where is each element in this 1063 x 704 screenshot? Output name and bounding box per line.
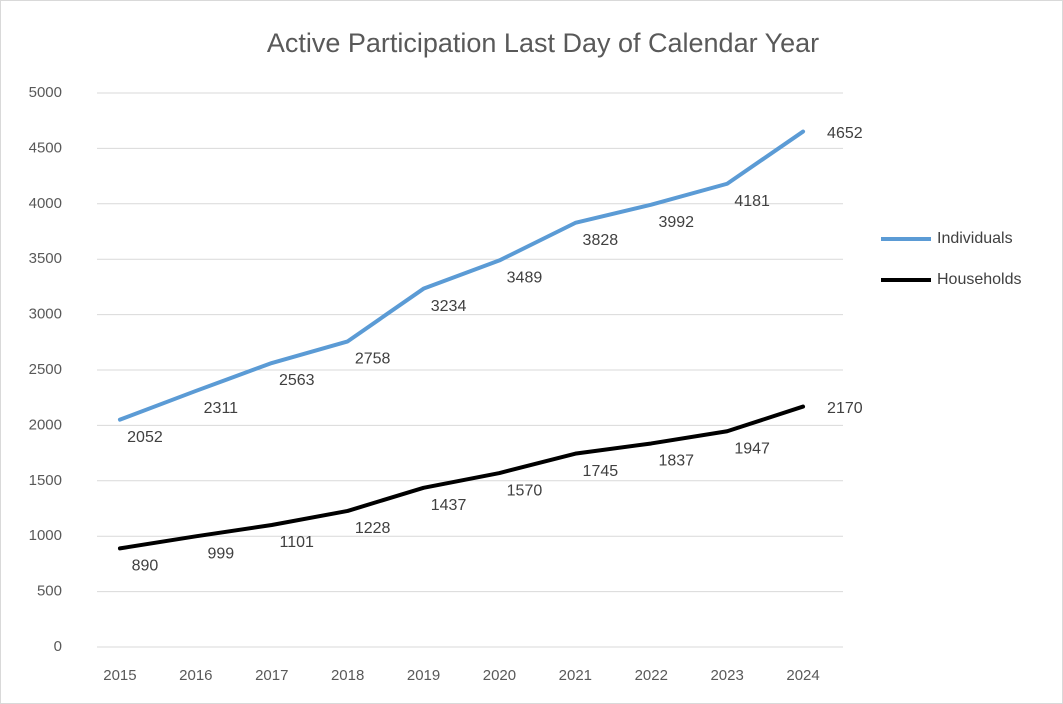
data-label: 2563 xyxy=(279,372,315,389)
x-tick-label: 2023 xyxy=(710,667,743,684)
x-tick-label: 2015 xyxy=(103,667,136,684)
y-tick-label: 1500 xyxy=(29,472,62,489)
x-tick-label: 2018 xyxy=(331,667,364,684)
y-tick-label: 3000 xyxy=(29,306,62,323)
y-tick-label: 4000 xyxy=(29,195,62,212)
chart-title: Active Participation Last Day of Calenda… xyxy=(267,28,819,58)
data-label: 4181 xyxy=(734,193,770,210)
data-label: 3234 xyxy=(431,298,467,315)
data-label: 1570 xyxy=(507,482,543,499)
data-label: 1228 xyxy=(355,520,391,537)
data-label: 1437 xyxy=(431,497,467,514)
y-tick-label: 0 xyxy=(54,638,62,655)
data-label: 4652 xyxy=(827,125,863,142)
data-label: 1745 xyxy=(583,463,619,480)
y-tick-label: 500 xyxy=(37,583,62,600)
data-label: 2758 xyxy=(355,351,391,368)
data-label: 3992 xyxy=(658,214,694,231)
x-tick-label: 2019 xyxy=(407,667,440,684)
data-label: 1101 xyxy=(280,534,315,551)
x-tick-label: 2022 xyxy=(635,667,668,684)
data-label: 2311 xyxy=(204,400,239,417)
legend-label: Households xyxy=(937,271,1022,288)
y-tick-label: 2000 xyxy=(29,416,62,433)
y-tick-label: 2500 xyxy=(29,361,62,378)
y-tick-label: 5000 xyxy=(29,84,62,101)
data-label: 2052 xyxy=(127,429,163,446)
x-tick-label: 2021 xyxy=(559,667,592,684)
y-tick-label: 1000 xyxy=(29,527,62,544)
data-label: 1837 xyxy=(658,453,694,470)
legend-label: Individuals xyxy=(937,230,1013,247)
x-tick-label: 2017 xyxy=(255,667,288,684)
y-tick-label: 4500 xyxy=(29,139,62,156)
y-tick-label: 3500 xyxy=(29,250,62,267)
series-line xyxy=(117,404,806,551)
x-tick-label: 2024 xyxy=(786,667,819,684)
data-label: 999 xyxy=(207,546,234,563)
x-tick-label: 2020 xyxy=(483,667,516,684)
data-label: 1947 xyxy=(734,440,770,457)
data-label: 2170 xyxy=(827,400,863,417)
data-label: 3828 xyxy=(583,232,619,249)
x-tick-label: 2016 xyxy=(179,667,212,684)
data-label: 3489 xyxy=(507,270,543,287)
series-line xyxy=(117,129,806,422)
data-label: 890 xyxy=(132,558,159,575)
